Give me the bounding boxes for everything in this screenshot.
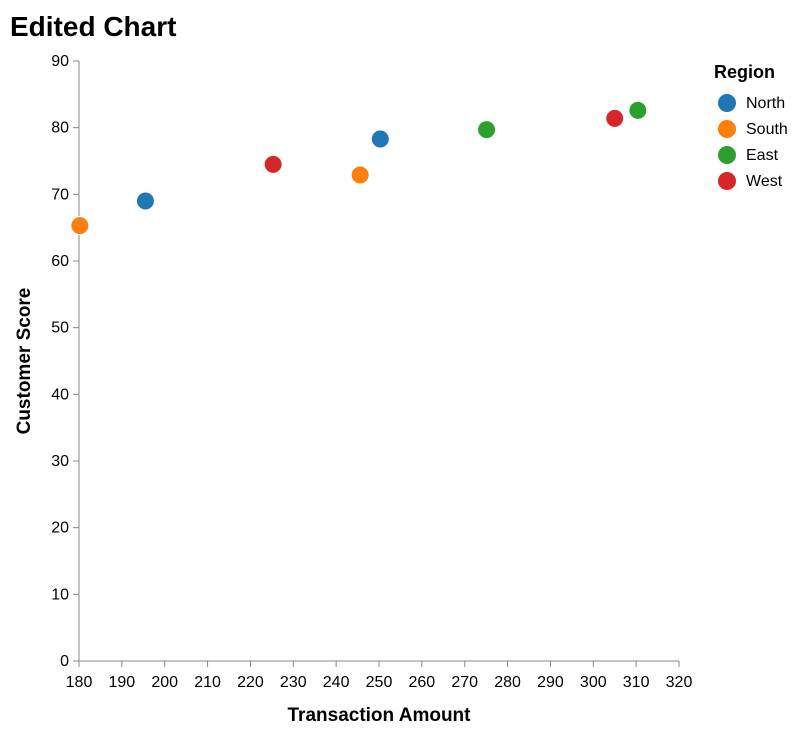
legend-label: South xyxy=(746,121,788,138)
x-tick-label: 200 xyxy=(151,674,178,691)
x-tick-label: 270 xyxy=(451,674,478,691)
data-point-north[interactable] xyxy=(370,129,390,149)
legend-label: East xyxy=(746,147,779,164)
x-tick-label: 290 xyxy=(537,674,564,691)
data-point-south[interactable] xyxy=(350,165,370,185)
legend-label: West xyxy=(746,173,783,190)
y-tick-label: 90 xyxy=(51,53,69,70)
y-tick-label: 50 xyxy=(51,320,69,337)
y-tick-label: 0 xyxy=(60,653,69,670)
x-tick-label: 250 xyxy=(366,674,393,691)
legend-item-north[interactable]: North xyxy=(718,94,785,112)
y-tick-label: 60 xyxy=(51,253,69,270)
y-axis: 0 10 20 30 40 50 60 70 80 90 xyxy=(51,53,80,670)
legend-swatch xyxy=(718,146,736,164)
data-point-east[interactable] xyxy=(477,120,497,140)
x-tick-label: 190 xyxy=(109,674,136,691)
y-axis-title: Customer Score xyxy=(14,288,35,435)
y-tick-label: 40 xyxy=(51,386,69,403)
data-point-west[interactable] xyxy=(263,154,283,174)
legend-label: North xyxy=(746,95,785,112)
x-tick-label: 320 xyxy=(666,674,693,691)
x-tick-label: 210 xyxy=(194,674,221,691)
legend: Region North South East West xyxy=(714,62,788,190)
x-tick-label: 180 xyxy=(66,674,93,691)
legend-swatch xyxy=(718,94,736,112)
legend-swatch xyxy=(718,120,736,138)
x-tick-label: 220 xyxy=(237,674,264,691)
x-axis: 180 190 200 210 220 230 240 250 260 270 280 290 300 3… xyxy=(66,660,693,691)
data-point-west[interactable] xyxy=(605,108,625,128)
y-tick-label: 10 xyxy=(51,586,69,603)
data-point-south[interactable] xyxy=(70,216,90,236)
data-point-north[interactable] xyxy=(135,191,155,211)
chart-title: Edited Chart xyxy=(10,11,176,42)
legend-item-west[interactable]: West xyxy=(718,172,783,190)
legend-item-south[interactable]: South xyxy=(718,120,788,138)
legend-swatch xyxy=(718,172,736,190)
legend-title: Region xyxy=(714,62,775,82)
x-axis-title: Transaction Amount xyxy=(288,705,472,726)
legend-item-east[interactable]: East xyxy=(718,146,779,164)
x-tick-label: 230 xyxy=(280,674,307,691)
data-point-east[interactable] xyxy=(628,100,648,120)
x-tick-label: 310 xyxy=(623,674,650,691)
x-tick-label: 260 xyxy=(409,674,436,691)
y-tick-label: 70 xyxy=(51,186,69,203)
x-tick-label: 240 xyxy=(323,674,350,691)
y-tick-label: 80 xyxy=(51,120,69,137)
y-tick-label: 20 xyxy=(51,520,69,537)
legend-items: North South East West xyxy=(718,94,788,190)
x-tick-label: 280 xyxy=(494,674,521,691)
y-tick-label: 30 xyxy=(51,453,69,470)
x-tick-label: 300 xyxy=(580,674,607,691)
data-points xyxy=(70,100,648,236)
